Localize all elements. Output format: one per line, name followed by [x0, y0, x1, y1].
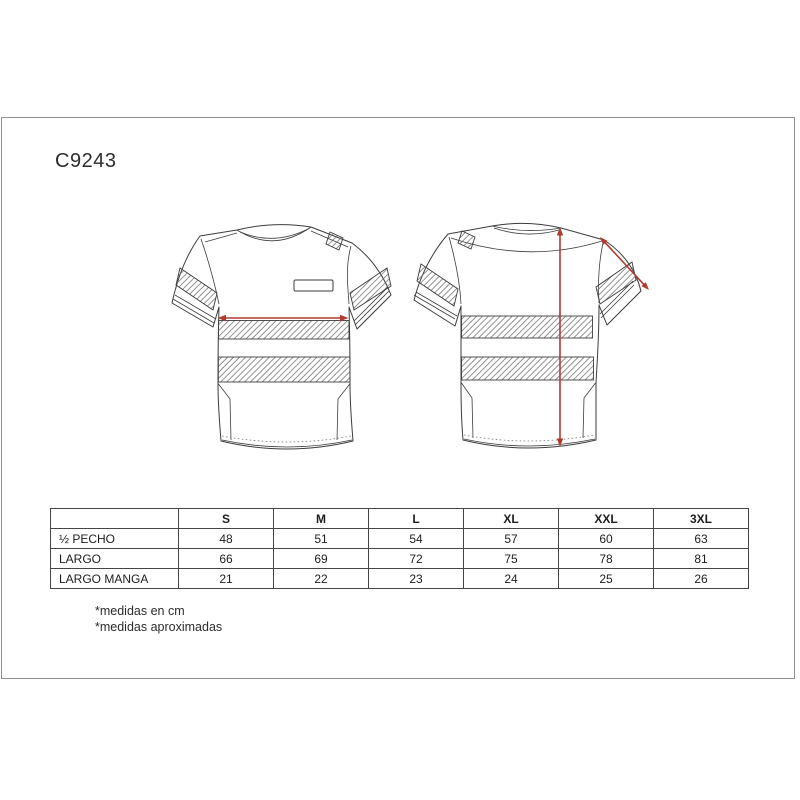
- footnote-approx: *medidas aproximadas: [95, 619, 223, 634]
- front-shoulder-patch: [325, 231, 344, 251]
- measure-row: ½ PECHO 48 51 54 57 60 63: [50, 528, 749, 549]
- size-value-cell: 57: [463, 528, 559, 549]
- size-value-cell: 26: [653, 568, 749, 589]
- size-column-header: S: [178, 508, 274, 529]
- size-value-cell: 63: [653, 528, 749, 549]
- back-chest-band: [461, 315, 593, 339]
- size-table-header: S M L XL XXL 3XL: [50, 508, 749, 529]
- size-value-cell: 22: [273, 568, 369, 589]
- size-value-cell: 23: [368, 568, 464, 589]
- sleeve-length-measure-arrow: [600, 237, 649, 290]
- front-right-sleeve-band: [349, 267, 392, 311]
- size-column-header: 3XL: [653, 508, 749, 529]
- front-right-cuff-trim: [353, 286, 390, 326]
- front-right-armhole-seam: [346, 245, 352, 305]
- measure-row: LARGO MANGA 21 22 23 24 25 26: [50, 568, 749, 589]
- front-left-cuff-trim: [172, 294, 217, 324]
- garment-length-measure-arrow: [556, 227, 564, 447]
- tshirt-back-drawing: [413, 222, 642, 449]
- front-collar-rib: [239, 228, 309, 239]
- measure-row-label: LARGO: [50, 548, 179, 569]
- front-hem-inner: [221, 439, 353, 448]
- front-left-shoulder-seam: [204, 232, 238, 243]
- size-column-header: L: [368, 508, 464, 529]
- size-value-cell: 48: [178, 528, 274, 549]
- back-left-sleeve-band: [416, 263, 459, 307]
- measure-row-label: ½ PECHO: [50, 528, 179, 549]
- size-value-cell: 25: [558, 568, 654, 589]
- back-left-armhole-seam: [448, 236, 462, 305]
- front-waist-band: [217, 356, 351, 383]
- front-chest-band: [218, 320, 350, 340]
- front-left-sleeve-band: [175, 267, 218, 311]
- back-shoulder-patch: [457, 230, 476, 250]
- front-neckline: [236, 226, 312, 242]
- half-chest-measure-arrow: [217, 314, 349, 322]
- size-value-cell: 66: [178, 548, 274, 569]
- back-right-gusset: [582, 382, 596, 439]
- product-code: C9243: [55, 150, 117, 172]
- back-body-outline: [413, 222, 642, 449]
- front-right-gusset: [336, 383, 351, 441]
- size-value-cell: 78: [558, 548, 654, 569]
- front-left-gusset: [218, 383, 232, 441]
- back-neckline: [491, 225, 562, 231]
- measure-row: LARGO 66 69 72 75 78 81: [50, 548, 749, 569]
- size-value-cell: 75: [463, 548, 559, 569]
- size-table-body: ½ PECHO 48 51 54 57 60 63 LARGO 66 69 72 75 78 81 LARG…: [50, 528, 749, 589]
- size-value-cell: 60: [558, 528, 654, 549]
- back-right-cuff-trim: [599, 280, 635, 319]
- size-value-cell: 21: [178, 568, 274, 589]
- size-value-cell: 69: [273, 548, 369, 569]
- back-left-gusset: [461, 382, 474, 439]
- tshirt-front-drawing: [171, 224, 392, 450]
- footnote-units: *medidas en cm: [95, 604, 185, 618]
- measure-row-label: LARGO MANGA: [50, 568, 179, 589]
- front-hem-stitch: [221, 435, 352, 443]
- size-column-header: M: [273, 508, 369, 529]
- size-column-header: XL: [463, 508, 559, 529]
- size-value-cell: 51: [273, 528, 369, 549]
- back-waist-band: [461, 356, 594, 381]
- footnotes: *medidas en cm *medidas aproximadas: [95, 604, 222, 635]
- size-value-cell: 24: [463, 568, 559, 589]
- size-table: S M L XL XXL 3XL ½ PECHO 48 51 54 57 60 63 LARGO 66 69…: [50, 508, 749, 589]
- back-hem-inner: [463, 438, 596, 447]
- size-header-row: S M L XL XXL 3XL: [50, 508, 749, 529]
- garment-diagram: [171, 222, 649, 450]
- back-left-cuff-trim: [413, 291, 458, 320]
- back-collar-rib: [493, 227, 560, 235]
- size-value-cell: 54: [368, 528, 464, 549]
- back-hem-stitch: [463, 434, 595, 442]
- front-left-armhole-seam: [200, 238, 220, 305]
- size-value-cell: 81: [653, 548, 749, 569]
- chest-pocket: [293, 279, 334, 292]
- size-table-corner-cell: [50, 508, 179, 529]
- size-value-cell: 72: [368, 548, 464, 569]
- size-column-header: XXL: [558, 508, 654, 529]
